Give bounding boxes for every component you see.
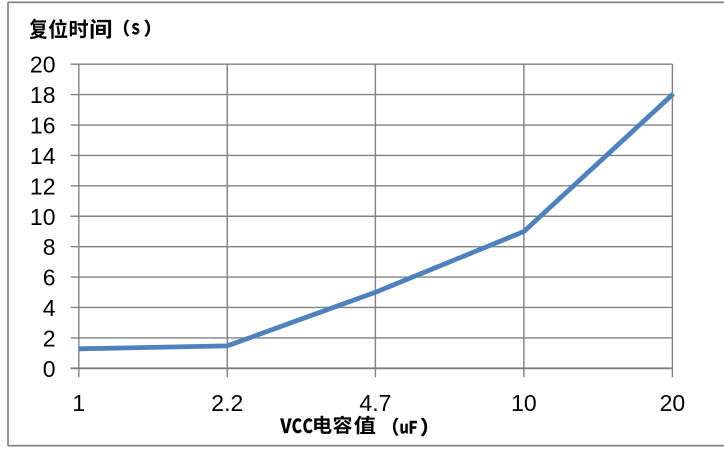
svg-text:2: 2	[43, 325, 56, 351]
svg-text:18: 18	[30, 82, 56, 108]
svg-text:1: 1	[72, 390, 85, 416]
svg-text:20: 20	[660, 390, 686, 416]
svg-text:0: 0	[43, 356, 56, 382]
svg-text:10: 10	[511, 390, 537, 416]
svg-text:6: 6	[43, 265, 56, 291]
svg-text:12: 12	[30, 173, 56, 199]
svg-text:4.7: 4.7	[359, 390, 391, 416]
svg-text:10: 10	[30, 204, 56, 230]
svg-text:8: 8	[43, 234, 56, 260]
svg-text:4: 4	[43, 295, 56, 321]
svg-text:16: 16	[30, 113, 56, 139]
svg-text:14: 14	[30, 143, 56, 169]
svg-text:20: 20	[30, 52, 56, 78]
svg-text:2.2: 2.2	[211, 390, 243, 416]
